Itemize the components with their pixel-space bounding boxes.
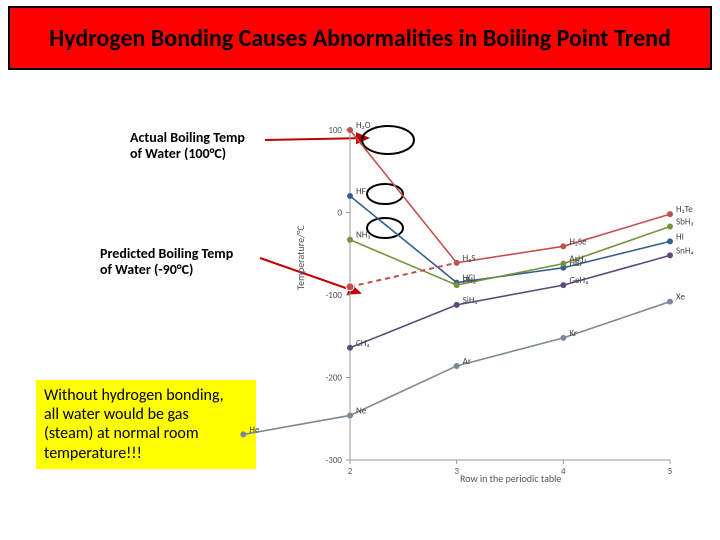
svg-text:NH₃: NH₃ — [356, 230, 370, 241]
svg-text:PH₃: PH₃ — [463, 275, 476, 286]
svg-text:-300: -300 — [326, 455, 343, 466]
boiling-point-chart: -300-200-10001002345H₂OH₂SH₂SeH₂TeHFHCLH… — [300, 120, 690, 490]
svg-text:HF: HF — [356, 186, 366, 197]
svg-text:HI: HI — [676, 231, 684, 242]
svg-text:He: He — [249, 424, 260, 435]
svg-text:H₂S: H₂S — [463, 253, 476, 264]
svg-text:Kr: Kr — [569, 328, 577, 339]
svg-text:5: 5 — [668, 466, 673, 477]
svg-text:2: 2 — [348, 466, 353, 477]
y-axis-label: Temperature/°C — [294, 225, 307, 290]
svg-text:Xe: Xe — [676, 292, 686, 303]
svg-text:CH₄: CH₄ — [356, 338, 370, 349]
svg-text:Ar: Ar — [463, 356, 471, 367]
svg-text:SiH₄: SiH₄ — [463, 295, 478, 306]
svg-text:AsH₃: AsH₃ — [569, 254, 586, 265]
x-axis-label: Row in the periodic table — [460, 472, 561, 485]
svg-text:SnH₄: SnH₄ — [676, 245, 694, 256]
svg-text:H₂Se: H₂Se — [569, 236, 587, 247]
svg-text:SbH₃: SbH₃ — [676, 217, 693, 228]
svg-text:-200: -200 — [326, 373, 343, 384]
svg-text:H₂O: H₂O — [356, 120, 371, 131]
svg-text:0: 0 — [337, 208, 342, 219]
svg-text:3: 3 — [454, 466, 459, 477]
svg-text:4: 4 — [561, 466, 566, 477]
svg-text:GeH₄: GeH₄ — [569, 275, 588, 286]
svg-text:100: 100 — [328, 125, 342, 136]
chart-svg: -300-200-10001002345H₂OH₂SH₂SeH₂TeHFHCLH… — [300, 120, 690, 490]
svg-text:Ne: Ne — [356, 405, 367, 416]
svg-text:-100: -100 — [326, 290, 343, 301]
svg-text:H₂Te: H₂Te — [676, 204, 693, 215]
